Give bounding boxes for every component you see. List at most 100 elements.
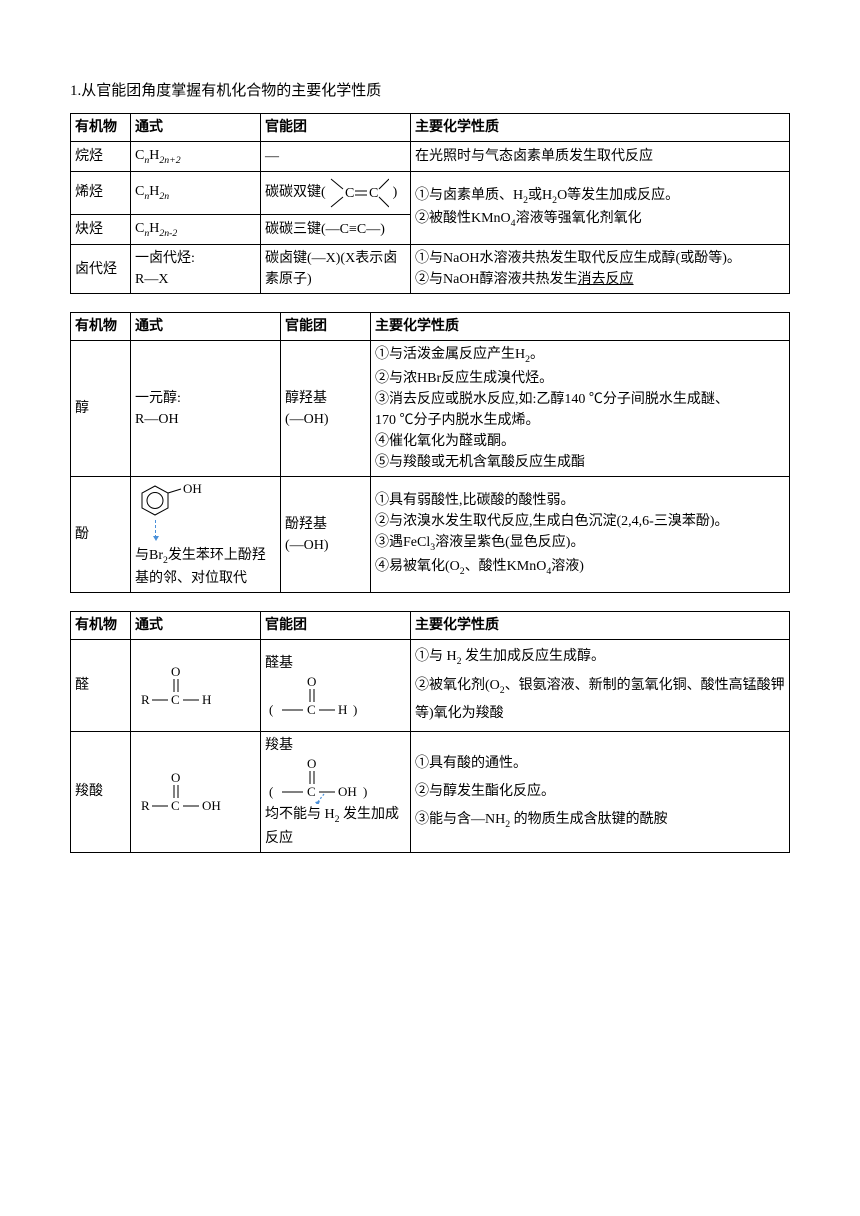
p1: ①与卤素单质、H — [415, 188, 523, 203]
p1a: ①与 H — [415, 649, 457, 664]
h-formula: 通式 — [131, 113, 261, 141]
cell-group: 碳碳三键(—C≡C—) — [261, 214, 411, 244]
p1a: ①与活泼金属反应产生H — [375, 347, 525, 362]
p1: ①与NaOH水溶液共热发生取代反应生成醇(或酚等)。 — [415, 251, 741, 266]
h-organic: 有机物 — [71, 313, 131, 341]
p2a: ②与NaOH醇溶液共热发生 — [415, 272, 578, 287]
p3b: 的物质生成含肽键的酰胺 — [510, 812, 668, 827]
f: R—X — [135, 272, 168, 287]
p3a: ③能与含—NH — [415, 812, 505, 827]
heading: 1.从官能团角度掌握有机化合物的主要化学性质 — [70, 80, 790, 103]
cell-formula: O R C H — [131, 640, 261, 732]
p2a: ②被氧化剂(O — [415, 678, 500, 693]
table-header: 有机物 通式 官能团 主要化学性质 — [71, 313, 790, 341]
svg-text:C: C — [171, 798, 180, 813]
g-label: 醛基 — [265, 656, 293, 671]
svg-text:C: C — [345, 186, 354, 201]
p2u: 消去反应 — [578, 272, 634, 287]
p4: ④催化氧化为醛或酮。 — [375, 434, 515, 449]
svg-text:OH: OH — [183, 481, 202, 496]
g: (—OH) — [285, 412, 329, 427]
cell-formula: OH 与Br2发生苯环上酚羟基的邻、对位取代 — [131, 476, 281, 592]
cell-group: 羧基 O ( C OH ) 均不能与 H2 发生加成反应 — [261, 732, 411, 852]
cell-formula: O R C OH — [131, 732, 261, 852]
cell-prop: ①与NaOH水溶液共热发生取代反应生成醇(或酚等)。 ②与NaOH醇溶液共热发生… — [411, 245, 790, 294]
h-organic: 有机物 — [71, 113, 131, 141]
cell-prop: ①具有弱酸性,比碳酸的酸性弱。 ②与浓溴水发生取代反应,生成白色沉淀(2,4,6… — [371, 476, 790, 592]
g-label: 醇羟基 — [285, 391, 327, 406]
aldehyde-icon: O R C H — [135, 664, 225, 708]
p5: ⑤与羧酸或无机含氧酸反应生成酯 — [375, 455, 585, 470]
f-pre: C — [135, 184, 144, 199]
dashed-arrow-icon — [155, 520, 156, 538]
cell-name: 羧酸 — [71, 732, 131, 852]
p1c: O等发生加成反应。 — [557, 188, 679, 203]
svg-text:OH: OH — [202, 798, 221, 813]
p4b: 、酸性KMnO — [465, 559, 547, 574]
f-label: 一卤代烃: — [135, 251, 195, 266]
svg-text:O: O — [307, 674, 316, 689]
g-label: 酚羟基 — [285, 517, 327, 532]
svg-text:): ) — [353, 702, 357, 717]
svg-text:R: R — [141, 692, 150, 707]
cell-name: 烯烃 — [71, 171, 131, 214]
svg-text:(: ( — [269, 784, 273, 799]
svg-text:R: R — [141, 798, 150, 813]
g-label: 羧基 — [265, 738, 293, 753]
p4c: 溶液) — [551, 559, 584, 574]
f-pre: C — [135, 221, 144, 236]
row-alkene: 烯烃 CnH2n 碳碳双键( C C ) ①与卤素单质、H2或H2O等发生加成反… — [71, 171, 790, 214]
row-alkane: 烷烃 CnH2n+2 — 在光照时与气态卤素单质发生取代反应 — [71, 141, 790, 171]
h-formula: 通式 — [131, 612, 261, 640]
carboxylic-icon: O R C OH — [135, 770, 235, 814]
row-aldehyde: 醛 O R C H 醛基 O ( C H — [71, 640, 790, 732]
f-mid: H — [149, 184, 159, 199]
svg-text:): ) — [363, 784, 367, 799]
row-phenol: 酚 OH 与Br2发生苯环上酚羟基的邻、对位取代 酚羟基 (—OH) ①具有弱酸… — [71, 476, 790, 592]
f-label: 一元醇: — [135, 391, 181, 406]
h-formula: 通式 — [131, 313, 281, 341]
svg-text:C: C — [369, 186, 378, 201]
p1b: 。 — [530, 347, 544, 362]
p1b: 发生加成反应生成醇。 — [462, 649, 606, 664]
f-pre: C — [135, 148, 144, 163]
cell-group: 酚羟基 (—OH) — [281, 476, 371, 592]
cell-name: 醛 — [71, 640, 131, 732]
p3: ③消去反应或脱水反应,如:乙醇140 ℃分子间脱水生成醚、 — [375, 392, 729, 407]
h-organic: 有机物 — [71, 612, 131, 640]
cell-name: 卤代烃 — [71, 245, 131, 294]
cell-prop: ①与活泼金属反应产生H2。 ②与浓HBr反应生成溴代烃。 ③消去反应或脱水反应,… — [371, 341, 790, 476]
row-alcohol: 醇 一元醇: R—OH 醇羟基 (—OH) ①与活泼金属反应产生H2。 ②与浓H… — [71, 341, 790, 476]
phenol-icon: OH — [135, 480, 225, 520]
p3a: ③遇FeCl — [375, 535, 430, 550]
row-carboxylic: 羧酸 O R C OH 羧基 O ( C O — [71, 732, 790, 852]
h-prop: 主要化学性质 — [411, 113, 790, 141]
cell-group: 碳碳双键( C C ) — [261, 171, 411, 214]
svg-text:C: C — [307, 702, 316, 717]
p1: ①具有弱酸性,比碳酸的酸性弱。 — [375, 493, 575, 508]
svg-text:O: O — [307, 756, 316, 771]
svg-text:H: H — [202, 692, 211, 707]
p3b: 溶液呈紫色(显色反应)。 — [435, 535, 584, 550]
g: (—OH) — [285, 538, 329, 553]
h-group: 官能团 — [261, 612, 411, 640]
svg-text:O: O — [171, 770, 180, 785]
f-la: 与Br — [135, 548, 163, 563]
table-1: 有机物 通式 官能团 主要化学性质 烷烃 CnH2n+2 — 在光照时与气态卤素… — [70, 113, 790, 295]
f-s2i: 2n+2 — [159, 154, 180, 165]
cell-name: 醇 — [71, 341, 131, 476]
p2: ②与浓HBr反应生成溴代烃。 — [375, 371, 553, 386]
g-close: ) — [393, 185, 398, 200]
cell-group: 醇羟基 (—OH) — [281, 341, 371, 476]
svg-text:C: C — [307, 784, 316, 799]
arrow-wrap — [153, 527, 158, 542]
table-header: 有机物 通式 官能团 主要化学性质 — [71, 113, 790, 141]
cell-formula: 一元醇: R—OH — [131, 341, 281, 476]
h-group: 官能团 — [281, 313, 371, 341]
table-header: 有机物 通式 官能团 主要化学性质 — [71, 612, 790, 640]
row-halide: 卤代烃 一卤代烃: R—X 碳卤键(—X)(X表示卤素原子) ①与NaOH水溶液… — [71, 245, 790, 294]
f-mid: H — [149, 221, 159, 236]
p2: ②与浓溴水发生取代反应,生成白色沉淀(2,4,6-三溴苯酚)。 — [375, 514, 729, 529]
svg-text:H: H — [338, 702, 347, 717]
f: R—OH — [135, 412, 179, 427]
